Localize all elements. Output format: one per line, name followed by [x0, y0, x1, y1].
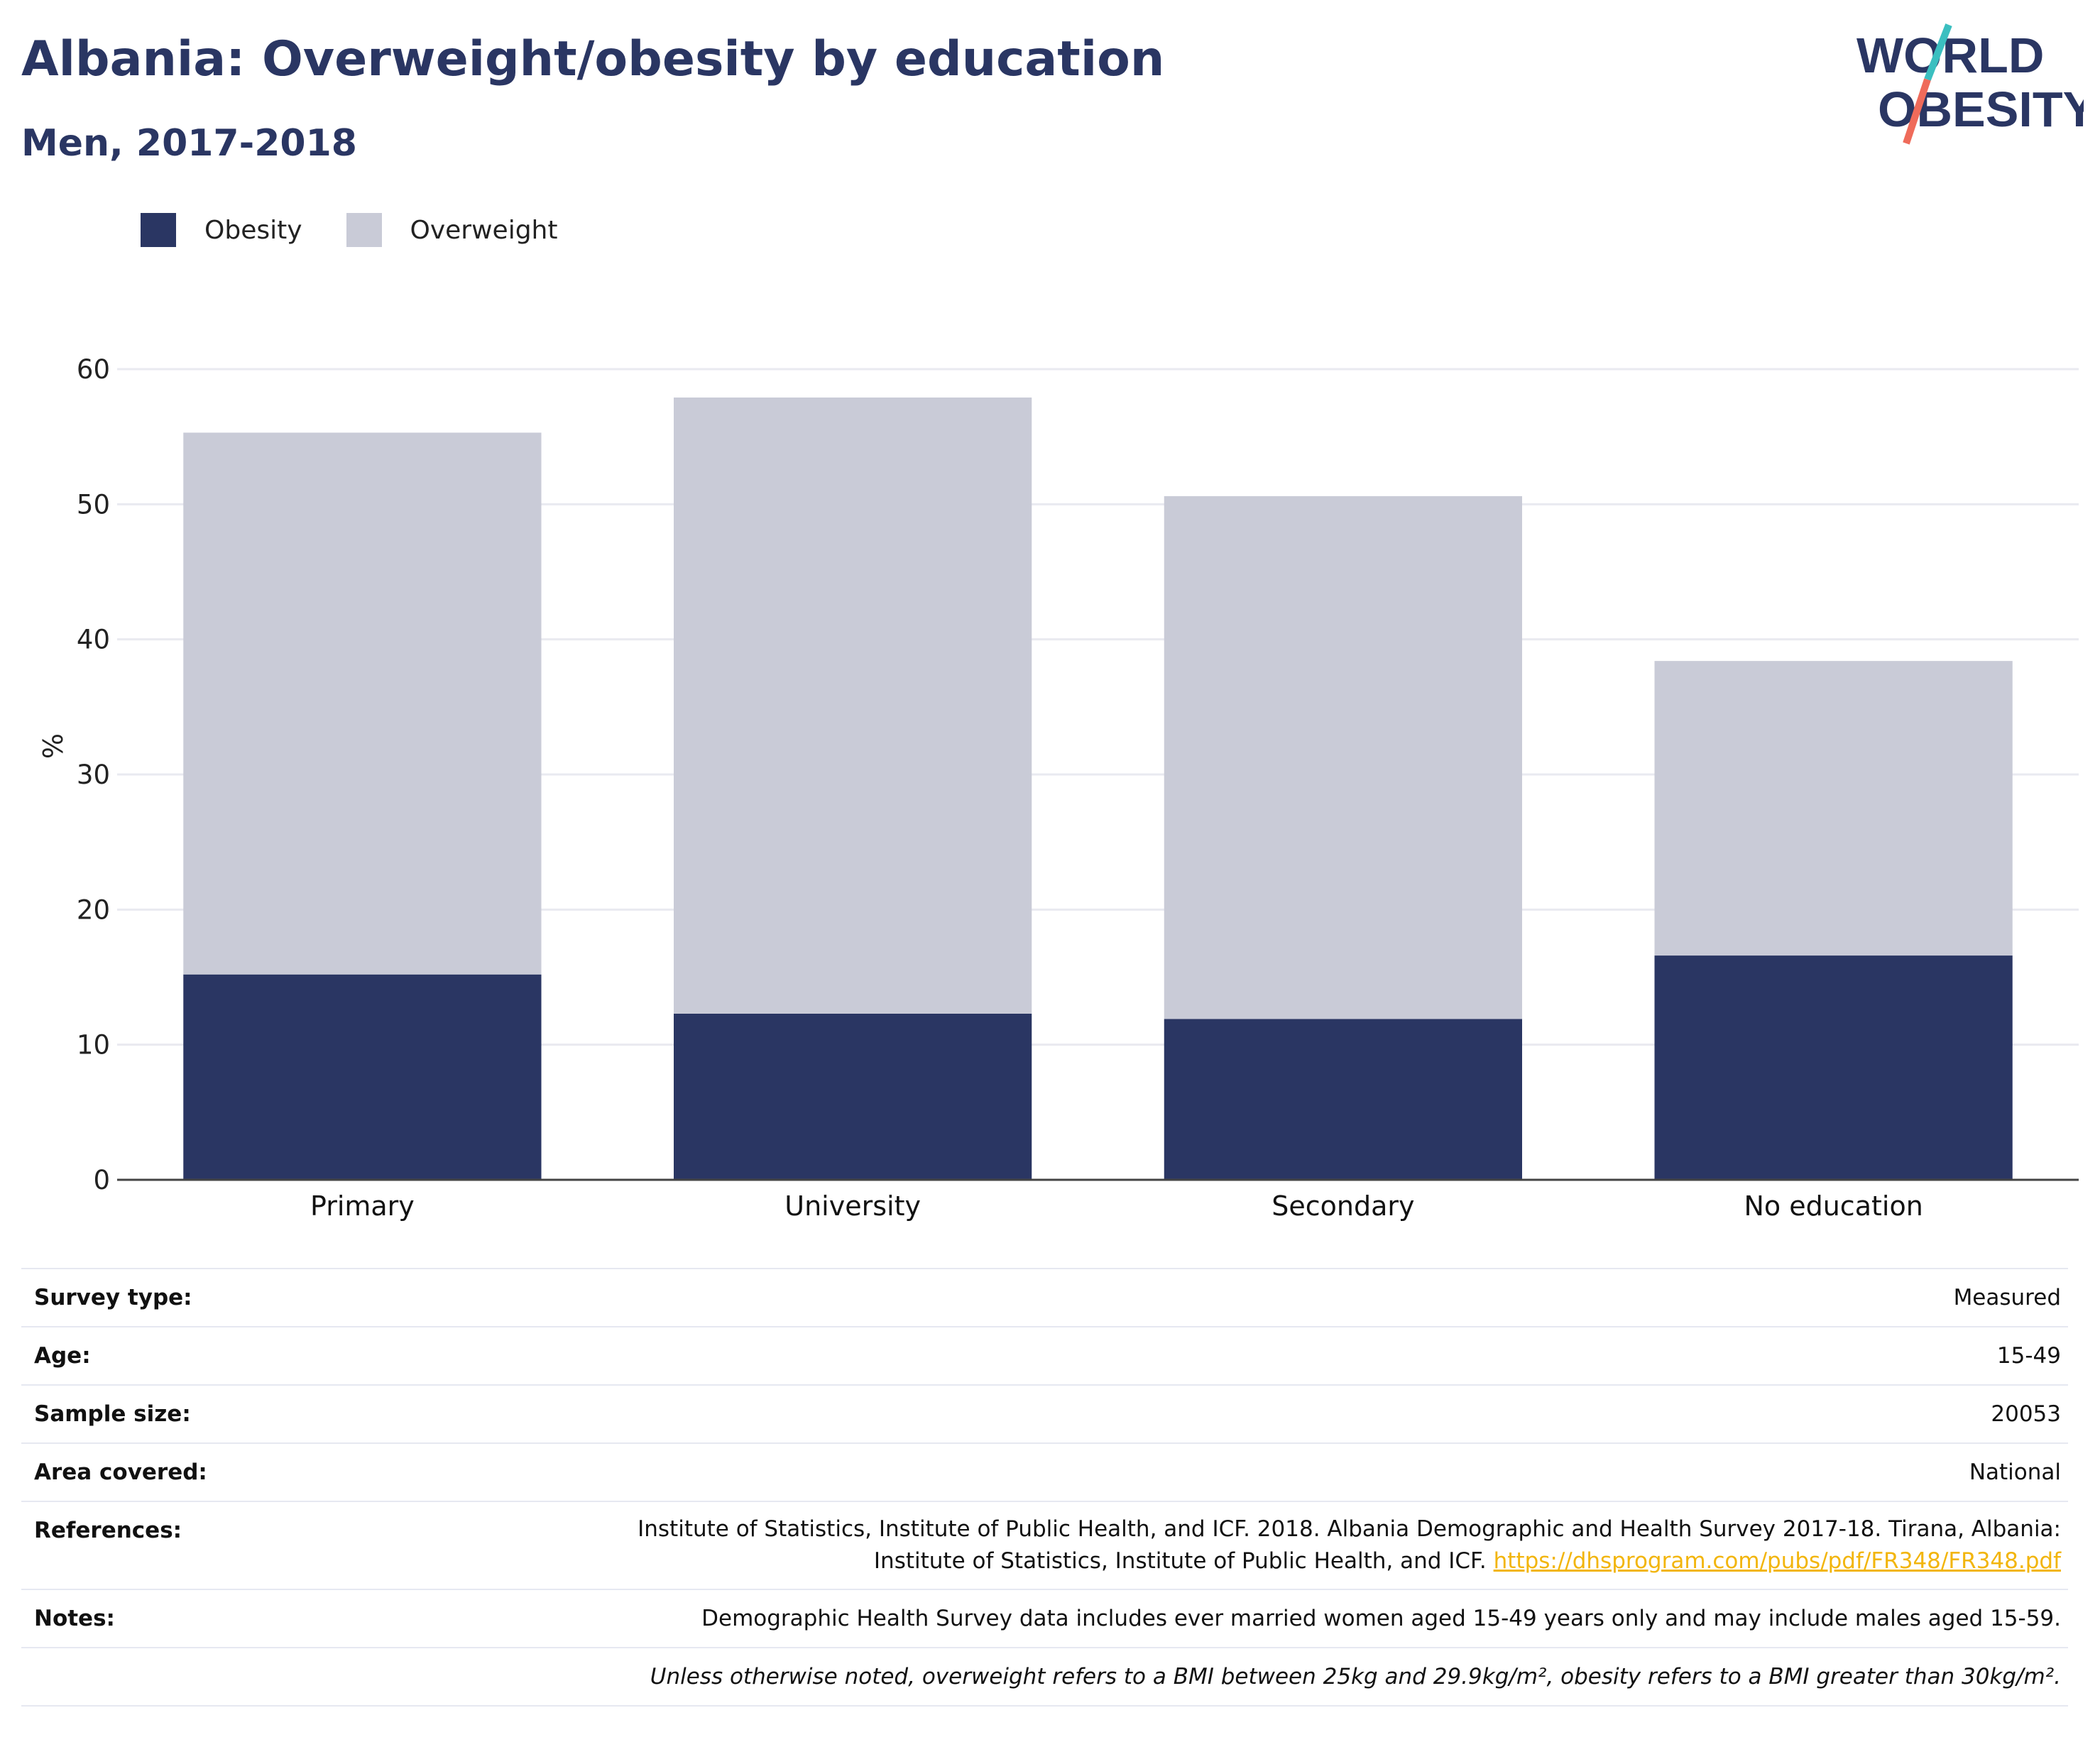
y-tick-labels: 0 10 20 30 40 50 60	[77, 354, 110, 1195]
legend-item-obesity[interactable]: Obesity	[141, 213, 302, 247]
logo-slash-top	[1924, 23, 1952, 81]
y-tick-label-40: 40	[77, 625, 110, 655]
legend: Obesity Overweight	[141, 210, 601, 250]
info-label-references: References:	[21, 1501, 403, 1590]
bar-obesity-university[interactable]	[674, 1013, 1032, 1180]
info-label-area: Area covered:	[21, 1443, 403, 1502]
legend-swatch-obesity	[141, 213, 176, 247]
legend-swatch-overweight	[346, 213, 382, 247]
info-value-survey-type: Measured	[403, 1268, 2068, 1327]
bars	[183, 397, 2013, 1180]
info-value-definition: Unless otherwise noted, overweight refer…	[403, 1648, 2068, 1707]
x-tick-label-university: University	[784, 1190, 921, 1221]
info-value-references: Institute of Statistics, Institute of Pu…	[403, 1501, 2068, 1590]
info-label-age: Age:	[21, 1327, 403, 1386]
info-value-sample-size: 20053	[403, 1385, 2068, 1444]
bar-overweight-university[interactable]	[674, 397, 1032, 1014]
legend-label-obesity: Obesity	[204, 215, 302, 245]
stacked-bar-chart: 0 10 20 30 40 50 60 Primary University Secondary…	[36, 354, 2079, 1221]
bar-obesity-primary[interactable]	[183, 974, 542, 1180]
x-tick-label-secondary: Secondary	[1272, 1190, 1414, 1221]
info-label-sample-size: Sample size:	[21, 1385, 403, 1444]
y-tick-label-60: 60	[77, 354, 110, 385]
x-tick-label-primary: Primary	[310, 1190, 415, 1221]
info-value-area: National	[403, 1443, 2068, 1502]
info-label-notes: Notes:	[21, 1589, 403, 1648]
bar-overweight-no-education[interactable]	[1654, 661, 2013, 956]
y-tick-label-50: 50	[77, 489, 110, 520]
bar-overweight-primary[interactable]	[183, 432, 542, 975]
info-row-sample-size: Sample size: 20053	[21, 1385, 2068, 1444]
y-axis-label: %	[36, 733, 67, 759]
info-label-survey-type: Survey type:	[21, 1268, 403, 1327]
logo-word-world: WORLD	[1856, 28, 2044, 83]
bar-obesity-no-education[interactable]	[1654, 955, 2013, 1180]
legend-item-overweight[interactable]: Overweight	[346, 213, 558, 247]
reference-line-2: Institute of Statistics, Institute of Pu…	[873, 1548, 1487, 1574]
y-tick-label-10: 10	[77, 1030, 110, 1061]
world-obesity-logo: WORLD OBESITY	[1856, 23, 2084, 145]
reference-line-1: Institute of Statistics, Institute of Pu…	[638, 1516, 2061, 1542]
info-row-survey-type: Survey type: Measured	[21, 1268, 2068, 1327]
legend-label-overweight: Overweight	[410, 215, 558, 245]
reference-link[interactable]: https://dhsprogram.com/pubs/pdf/FR348/FR…	[1493, 1548, 2061, 1574]
info-value-notes: Demographic Health Survey data includes …	[403, 1589, 2068, 1648]
y-tick-label-0: 0	[93, 1165, 110, 1195]
x-tick-label-no-education: No education	[1744, 1190, 1923, 1221]
info-label-definition	[21, 1648, 403, 1707]
y-tick-label-30: 30	[77, 760, 110, 790]
bar-overweight-secondary[interactable]	[1164, 495, 1522, 1019]
info-row-age: Age: 15-49	[21, 1327, 2068, 1386]
info-row-references: References: Institute of Statistics, Ins…	[21, 1501, 2068, 1590]
x-tick-labels: Primary University Secondary No education	[310, 1190, 1923, 1221]
chart-subtitle: Men, 2017-2018	[21, 122, 357, 165]
info-value-age: 15-49	[403, 1327, 2068, 1386]
survey-info-table: Survey type: Measured Age: 15-49 Sample …	[21, 1268, 2068, 1707]
info-row-area: Area covered: National	[21, 1443, 2068, 1502]
info-row-definition: Unless otherwise noted, overweight refer…	[21, 1648, 2068, 1707]
chart-title: Albania: Overweight/obesity by education	[21, 31, 1165, 87]
info-row-notes: Notes: Demographic Health Survey data in…	[21, 1589, 2068, 1648]
bar-obesity-secondary[interactable]	[1164, 1019, 1522, 1180]
logo-slash-bottom	[1903, 78, 1931, 145]
y-tick-label-20: 20	[77, 894, 110, 925]
